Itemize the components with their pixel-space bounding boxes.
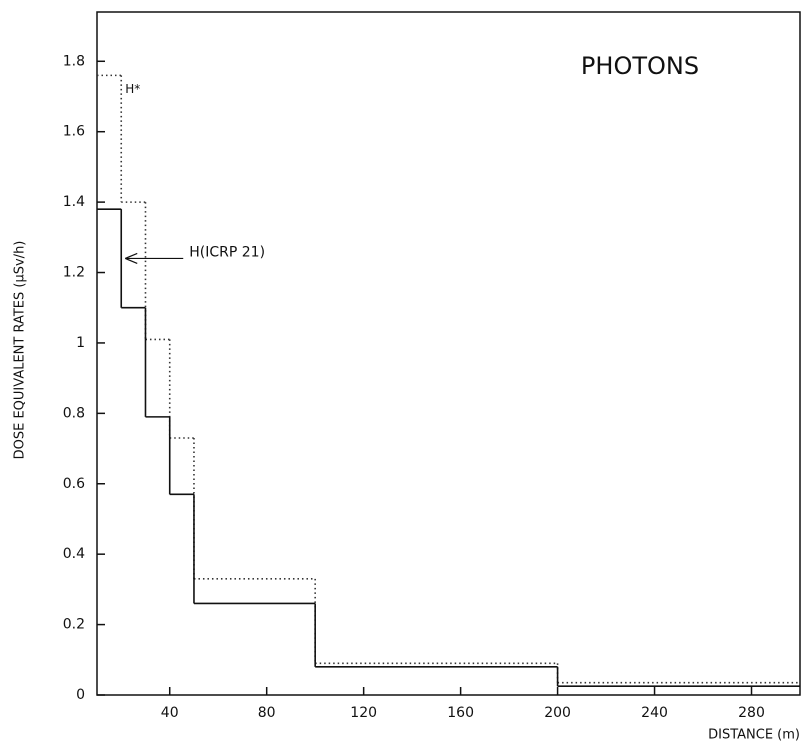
series-label: H* [125, 82, 140, 96]
y-tick-label: 1.8 [63, 53, 85, 69]
x-tick-label: 240 [641, 705, 668, 721]
x-tick-label: 40 [161, 705, 179, 721]
y-tick-label: 0 [76, 687, 85, 703]
y-tick-label: 0.2 [63, 617, 85, 633]
x-tick-label: 120 [350, 705, 377, 721]
x-tick-label: 280 [738, 705, 765, 721]
y-tick-label: 1.4 [63, 194, 85, 210]
series-label: H(ICRP 21) [189, 244, 265, 260]
y-tick-label: 0.6 [63, 476, 85, 492]
y-tick-label: 0.8 [63, 405, 85, 421]
y-tick-label: 1.2 [63, 265, 85, 281]
arrow-head [125, 252, 138, 264]
y-axis-label: DOSE EQUIVALENT RATES (µSv/h) [13, 241, 28, 460]
y-tick-label: 1 [76, 335, 85, 351]
plot-frame [96, 11, 801, 696]
x-tick-label: 160 [447, 705, 474, 721]
y-tick-label: 0.4 [63, 546, 85, 562]
x-tick-label: 80 [258, 705, 276, 721]
y-tick-label: 1.6 [63, 124, 85, 140]
x-tick-label: 200 [544, 705, 571, 721]
chart-title: PHOTONS [581, 52, 699, 80]
x-axis-label: DISTANCE (m) [708, 728, 800, 743]
